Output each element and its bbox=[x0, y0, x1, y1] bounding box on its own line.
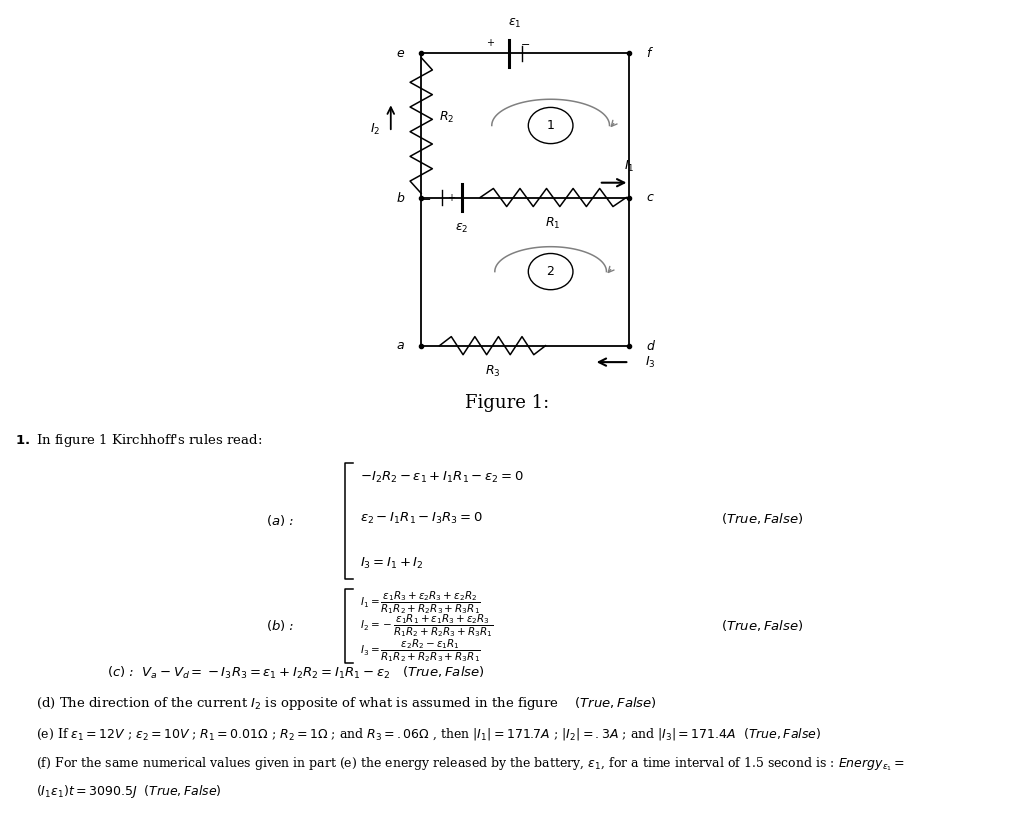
Text: $(b)$ :: $(b)$ : bbox=[266, 618, 294, 633]
Text: $\mathbf{1.}$ In figure 1 Kirchhoff's rules read:: $\mathbf{1.}$ In figure 1 Kirchhoff's ru… bbox=[15, 432, 263, 449]
Text: $I_2 = -\dfrac{\epsilon_1 R_1+\epsilon_1 R_3+\epsilon_2 R_3}{R_1 R_2+R_2 R_3+R_3: $I_2 = -\dfrac{\epsilon_1 R_1+\epsilon_1… bbox=[360, 612, 494, 639]
Text: $1$: $1$ bbox=[546, 119, 555, 132]
Text: $b$: $b$ bbox=[396, 190, 405, 205]
Text: $R_3$: $R_3$ bbox=[485, 364, 500, 379]
Text: Figure 1:: Figure 1: bbox=[465, 394, 550, 412]
Text: $I_3 = \dfrac{\epsilon_2 R_2-\epsilon_1 R_1}{R_1 R_2+R_2 R_3+R_3 R_1}$: $I_3 = \dfrac{\epsilon_2 R_2-\epsilon_1 … bbox=[360, 637, 481, 663]
Text: $(True, False)$: $(True, False)$ bbox=[721, 618, 803, 633]
Text: (f) For the same numerical values given in part (e) the energy released by the b: (f) For the same numerical values given … bbox=[36, 755, 904, 773]
Text: $+$: $+$ bbox=[448, 192, 456, 203]
Text: $-I_2 R_2 - \epsilon_1 + I_1 R_1 - \epsilon_2 = 0$: $-I_2 R_2 - \epsilon_1 + I_1 R_1 - \epsi… bbox=[360, 470, 524, 485]
Text: $I_3$: $I_3$ bbox=[645, 355, 655, 370]
Text: $f$: $f$ bbox=[646, 46, 654, 61]
Text: $I_3 = I_1 + I_2$: $I_3 = I_1 + I_2$ bbox=[360, 556, 424, 571]
Text: $+$: $+$ bbox=[486, 37, 495, 49]
Text: $\varepsilon_1$: $\varepsilon_1$ bbox=[509, 17, 522, 30]
Text: $\varepsilon_2$: $\varepsilon_2$ bbox=[455, 222, 469, 235]
Text: $(I_1\epsilon_1)t = 3090.5J$  $(True, False)$: $(I_1\epsilon_1)t = 3090.5J$ $(True, Fal… bbox=[36, 783, 221, 800]
Text: $(True, False)$: $(True, False)$ bbox=[721, 511, 803, 526]
Text: $c$: $c$ bbox=[646, 191, 655, 204]
Text: $R_1$: $R_1$ bbox=[545, 216, 561, 230]
Text: $\epsilon_2 - I_1 R_1 - I_3 R_3 = 0$: $\epsilon_2 - I_1 R_1 - I_3 R_3 = 0$ bbox=[360, 511, 483, 526]
Text: $(a)$ :: $(a)$ : bbox=[266, 513, 294, 528]
Text: $R_2$: $R_2$ bbox=[439, 109, 455, 125]
Text: $e$: $e$ bbox=[396, 47, 405, 60]
Text: $I_2$: $I_2$ bbox=[370, 122, 381, 137]
Text: (e) If $\epsilon_1 = 12V$ ; $\epsilon_2 = 10V$ ; $R_1 = 0.01\Omega$ ; $R_2 = 1\O: (e) If $\epsilon_1 = 12V$ ; $\epsilon_2 … bbox=[36, 726, 821, 742]
Text: $d$: $d$ bbox=[646, 338, 656, 353]
Text: $a$: $a$ bbox=[396, 339, 405, 352]
Text: (d) The direction of the current $I_2$ is opposite of what is assumed in the fig: (d) The direction of the current $I_2$ i… bbox=[36, 695, 657, 712]
Text: $I_1 = \dfrac{\epsilon_1 R_3+\epsilon_2 R_3+\epsilon_2 R_2}{R_1 R_2+R_2 R_3+R_3 : $I_1 = \dfrac{\epsilon_1 R_3+\epsilon_2 … bbox=[360, 589, 481, 616]
Text: $-$: $-$ bbox=[521, 38, 530, 48]
Text: $-$: $-$ bbox=[421, 193, 431, 202]
Text: $(c)$ :  $V_a - V_d = -I_3 R_3 = \epsilon_1 + I_2 R_2 = I_1 R_1 - \epsilon_2$   : $(c)$ : $V_a - V_d = -I_3 R_3 = \epsilon… bbox=[107, 665, 484, 681]
Text: $I_1$: $I_1$ bbox=[624, 160, 634, 174]
Text: $2$: $2$ bbox=[546, 265, 555, 278]
